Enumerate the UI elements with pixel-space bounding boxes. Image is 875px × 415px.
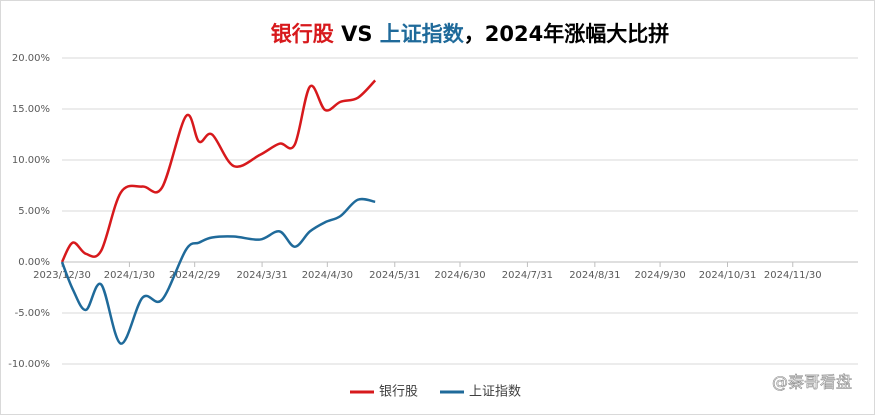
x-tick-label: 2024/1/30 (104, 270, 155, 281)
chart-title: 银行股 VS 上证指数，2024年涨幅大比拼 (271, 22, 669, 46)
y-tick-label: 0.00% (18, 257, 50, 268)
x-tick-label: 2024/8/31 (569, 270, 620, 281)
y-tick-label: 20.00% (12, 53, 50, 64)
x-tick-label: 2024/6/30 (434, 270, 485, 281)
x-tick-label: 2024/3/31 (236, 270, 287, 281)
data-line (60, 79, 377, 263)
x-tick-label: 2024/10/31 (699, 270, 757, 281)
y-tick-label: 5.00% (18, 206, 50, 217)
legend-label: 上证指数 (469, 385, 521, 400)
x-tick-label: 2024/11/30 (764, 270, 822, 281)
x-tick-label: 2023/12/30 (33, 270, 91, 281)
y-tick-label: -5.00% (15, 308, 50, 319)
y-tick-label: 10.00% (12, 155, 50, 166)
y-tick-label: -10.00% (8, 359, 50, 370)
legend-label: 银行股 (379, 385, 418, 400)
x-tick-label: 2024/5/31 (369, 270, 420, 281)
x-tick-label: 2024/4/30 (302, 270, 353, 281)
x-tick-label: 2024/2/29 (169, 270, 220, 281)
y-tick-label: 15.00% (12, 104, 50, 115)
watermark: @秦哥看盘 (772, 373, 852, 392)
x-tick-label: 2024/7/31 (502, 270, 553, 281)
data-line (60, 197, 376, 345)
x-tick-label: 2024/9/30 (634, 270, 685, 281)
